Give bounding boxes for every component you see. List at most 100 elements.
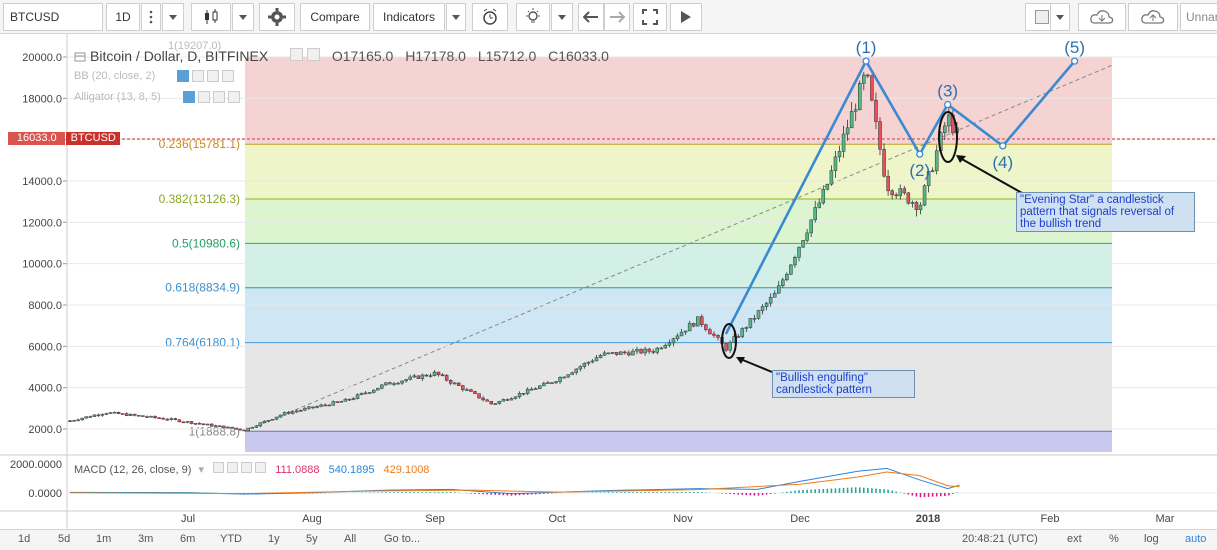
indicators-dropdown-chevron-icon[interactable] [446, 3, 466, 31]
candle-body [623, 351, 627, 354]
macd-visibility-icon[interactable] [213, 462, 225, 473]
candle-body [197, 422, 202, 425]
alligator-settings-icon[interactable] [197, 91, 210, 103]
candle-body [469, 389, 473, 392]
auto-toggle[interactable]: auto [1185, 533, 1207, 545]
macd-dropdown-chevron-icon[interactable]: ▾ [198, 464, 204, 476]
bb-settings-icon[interactable] [192, 70, 205, 82]
candle-body [76, 419, 80, 422]
undo-icon[interactable] [578, 3, 604, 31]
candle-body [335, 401, 340, 403]
candle-body [412, 375, 416, 378]
candle-body [133, 413, 137, 416]
fib-label: 0.764(6180.1) [165, 336, 240, 350]
candle-body [809, 219, 813, 234]
range-button-6m[interactable]: 6m [180, 533, 196, 545]
candle-body [242, 429, 246, 432]
last-price-value: 16033.0 [8, 132, 66, 145]
redo-icon[interactable] [604, 3, 630, 31]
light-bulb-icon[interactable] [516, 3, 550, 31]
candle-body [319, 404, 323, 407]
candle-body [278, 414, 283, 418]
replay-play-icon[interactable] [670, 3, 702, 31]
legend-settings-icon[interactable] [290, 48, 304, 61]
candle-body [829, 170, 834, 185]
symbol-search-input[interactable]: BTCUSD [3, 3, 103, 31]
candle-body [874, 99, 878, 122]
range-button-1d[interactable]: 1d [18, 533, 31, 545]
evening-star-ellipse [938, 111, 958, 163]
ext-toggle[interactable]: ext [1067, 533, 1082, 545]
log-toggle[interactable]: log [1144, 533, 1159, 545]
bb-visibility-icon[interactable] [177, 70, 190, 82]
candle-body [291, 411, 295, 414]
interval-more-icon[interactable] [141, 3, 161, 31]
alligator-add-icon[interactable] [212, 91, 225, 103]
candle-body [100, 413, 105, 416]
macd-label: MACD (12, 26, close, 9) [74, 464, 192, 476]
candle-body [740, 328, 745, 338]
bb-close-icon[interactable] [222, 70, 235, 82]
candle-body [866, 74, 870, 77]
interval-dropdown-chevron-icon[interactable] [162, 3, 184, 31]
candle-body [667, 342, 672, 346]
time-axis[interactable]: Jul Aug Sep Oct Nov Dec 2018 Feb Mar [0, 510, 1217, 525]
candle-body [716, 335, 720, 338]
indicators-button[interactable]: Indicators [373, 3, 445, 31]
legend-close-icon[interactable] [306, 48, 320, 61]
alligator-label: Alligator (13, 8, 5) [74, 91, 161, 103]
fib-band-0.5 [245, 243, 1112, 288]
cloud-save-icon[interactable] [1128, 3, 1178, 31]
bb-indicator-legend[interactable]: BB (20, close, 2) [74, 70, 235, 82]
macd-close-icon[interactable] [255, 462, 267, 473]
goto-button[interactable]: Go to... [384, 533, 421, 545]
candle-body [643, 348, 647, 354]
candle-body [821, 189, 826, 204]
collapse-icon[interactable] [74, 49, 86, 62]
alert-clock-icon[interactable] [472, 3, 508, 31]
candle-body [157, 417, 161, 419]
alligator-indicator-legend[interactable]: Alligator (13, 8, 5) [74, 91, 240, 103]
utc-clock[interactable]: 20:48:21 (UTC) [962, 533, 1038, 545]
candles-style-icon[interactable] [191, 3, 231, 31]
bb-add-icon[interactable] [207, 70, 220, 82]
range-button-1m[interactable]: 1m [96, 533, 112, 545]
candle-body [88, 416, 92, 418]
range-button-all[interactable]: All [344, 533, 357, 545]
macd-add-icon[interactable] [241, 462, 253, 473]
candle-body [327, 404, 331, 407]
candle-body [906, 192, 911, 204]
cloud-load-icon[interactable] [1078, 3, 1126, 31]
color-dropdown-chevron-icon[interactable] [1050, 3, 1070, 31]
evening-star-note: "Evening Star" a candlestick pattern tha… [1016, 192, 1195, 232]
layout-name-button[interactable]: Unnam [1180, 3, 1217, 31]
fullscreen-icon[interactable] [633, 3, 667, 31]
signal-line [69, 471, 960, 495]
range-button-5d[interactable]: 5d [58, 533, 71, 545]
candle-body [303, 408, 307, 411]
bullish-arrowhead [736, 357, 745, 364]
range-button-5y[interactable]: 5y [306, 533, 318, 545]
range-button-1y[interactable]: 1y [268, 533, 280, 545]
price-chart[interactable]: 1(1888.8)0.764(6180.1)0.618(8834.9)0.5(1… [0, 34, 1217, 529]
candle-body [554, 381, 558, 384]
range-button-ytd[interactable]: YTD [220, 533, 242, 545]
candle-body [712, 333, 716, 336]
candle-body [68, 420, 72, 422]
candle-body [534, 388, 538, 390]
macd-pane[interactable]: 2000.0000 0.0000 [10, 459, 1217, 500]
macd-settings-icon[interactable] [227, 462, 239, 473]
interval-button[interactable]: 1D [106, 3, 140, 31]
alligator-visibility-icon[interactable] [182, 91, 195, 103]
candle-body [789, 264, 793, 275]
range-button-3m[interactable]: 3m [138, 533, 154, 545]
percent-toggle[interactable]: % [1109, 533, 1119, 545]
alligator-close-icon[interactable] [227, 91, 240, 103]
candle-body [193, 422, 198, 425]
fib-label: 0.618(8834.9) [165, 281, 240, 295]
settings-gear-icon[interactable] [259, 3, 295, 31]
candle-body [890, 190, 894, 196]
bulb-dropdown-chevron-icon[interactable] [551, 3, 573, 31]
compare-button[interactable]: Compare [300, 3, 370, 31]
style-dropdown-chevron-icon[interactable] [232, 3, 254, 31]
